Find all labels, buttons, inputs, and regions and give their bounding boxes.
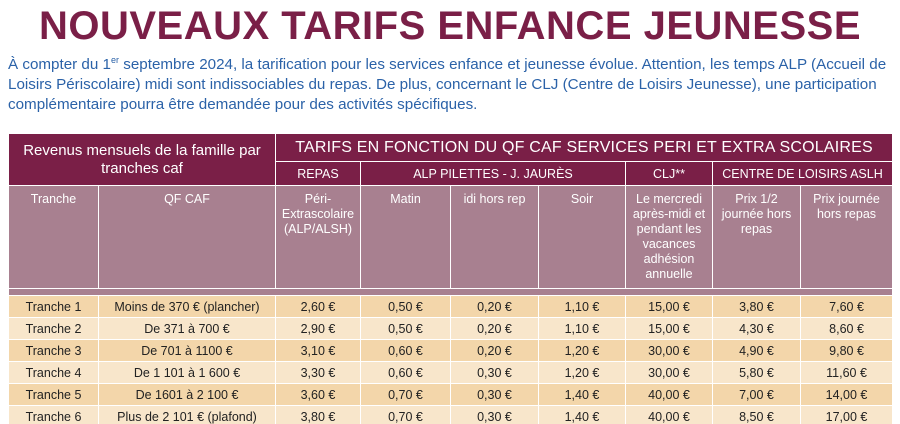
cell-qf-caf: De 371 à 700 € <box>98 317 276 340</box>
cell-soir: 1,20 € <box>538 339 626 362</box>
cell-tranche: Tranche 5 <box>8 383 99 406</box>
cell-tranche: Tranche 2 <box>8 317 99 340</box>
cell-qf-caf: De 1 101 à 1 600 € <box>98 361 276 384</box>
cell-clj: 30,00 € <box>625 339 713 362</box>
cell-tranche: Tranche 3 <box>8 339 99 362</box>
cell-qf-caf: Plus de 2 101 € (plafond) <box>98 405 276 424</box>
column-peri-extrascolaire: Péri- Extrascolaire (ALP/ALSH) <box>275 185 361 289</box>
table-row: Tranche 1 Moins de 370 € (plancher) 2,60 €… <box>8 295 894 318</box>
column-demi-journee: Prix 1/2 journée hors repas <box>712 185 801 289</box>
cell-peri-extrascolaire: 3,60 € <box>275 383 361 406</box>
cell-peri-extrascolaire: 3,10 € <box>275 339 361 362</box>
cell-midi: 0,30 € <box>450 383 539 406</box>
column-midi: idi hors rep <box>450 185 539 289</box>
cell-clj: 15,00 € <box>625 295 713 318</box>
intro-superscript: er <box>111 54 120 65</box>
cell-clj: 30,00 € <box>625 361 713 384</box>
cell-soir: 1,40 € <box>538 383 626 406</box>
cell-journee: 14,00 € <box>799 383 894 406</box>
column-qf-caf: QF CAF <box>98 185 276 289</box>
cell-soir: 1,40 € <box>538 405 626 424</box>
table-row: Tranche 4 De 1 101 à 1 600 €3,30 €0,60 €0… <box>8 361 894 384</box>
group-clj: CLJ** <box>625 161 713 186</box>
cell-journee: 11,60 € <box>799 361 894 384</box>
cell-clj: 15,00 € <box>625 317 713 340</box>
cell-midi: 0,20 € <box>450 339 539 362</box>
cell-demi-journee: 7,00 € <box>712 383 801 406</box>
cell-matin: 0,50 € <box>360 295 451 318</box>
group-alp: ALP PILETTES - J. JAURÈS <box>360 161 626 186</box>
cell-peri-extrascolaire: 3,30 € <box>275 361 361 384</box>
cell-journee: 17,00 € <box>799 405 894 424</box>
tarifs-table: Revenus mensuels de la famille par tranc… <box>7 133 894 424</box>
table-row: Tranche 6 Plus de 2 101 € (plafond) 3,80 €… <box>8 405 894 424</box>
cell-midi: 0,20 € <box>450 295 539 318</box>
table-row: Tranche 2 De 371 à 700 €2,90 €0,50 €0,20 … <box>8 317 894 340</box>
cell-midi: 0,30 € <box>450 361 539 384</box>
cell-demi-journee: 4,90 € <box>712 339 801 362</box>
table-row: Tranche 3 De 701 à 1100 €3,10 €0,60 €0,20… <box>8 339 894 362</box>
cell-midi: 0,20 € <box>450 317 539 340</box>
cell-demi-journee: 3,80 € <box>712 295 801 318</box>
cell-journee: 9,80 € <box>799 339 894 362</box>
cell-matin: 0,60 € <box>360 339 451 362</box>
group-centre: CENTRE DE LOISIRS ASLH <box>711 161 894 186</box>
column-tranche: Tranche <box>8 185 99 289</box>
column-soir: Soir <box>538 185 626 289</box>
cell-qf-caf: Moins de 370 € (plancher) <box>98 295 276 318</box>
cell-midi: 0,30 € <box>450 405 539 424</box>
cell-clj: 40,00 € <box>625 405 713 424</box>
revenue-header: Revenus mensuels de la famille par tranc… <box>8 133 276 186</box>
table-body: Tranche 1 Moins de 370 € (plancher) 2,60 €… <box>8 295 894 424</box>
cell-matin: 0,50 € <box>360 317 451 340</box>
cell-journee: 8,60 € <box>799 317 894 340</box>
cell-clj: 40,00 € <box>625 383 713 406</box>
intro-text-start: À compter du 1 <box>8 56 111 73</box>
cell-peri-extrascolaire: 2,90 € <box>275 317 361 340</box>
cell-peri-extrascolaire: 2,60 € <box>275 295 361 318</box>
cell-demi-journee: 8,50 € <box>712 405 801 424</box>
cell-soir: 1,20 € <box>538 361 626 384</box>
tarifs-header: TARIFS EN FONCTION DU QF CAF SERVICES PE… <box>274 133 894 162</box>
cell-journee: 7,60 € <box>799 295 894 318</box>
cell-matin: 0,60 € <box>360 361 451 384</box>
group-repas: REPAS <box>275 161 361 186</box>
cell-tranche: Tranche 4 <box>8 361 99 384</box>
cell-matin: 0,70 € <box>360 383 451 406</box>
cell-tranche: Tranche 6 <box>8 405 99 424</box>
cell-soir: 1,10 € <box>538 317 626 340</box>
cell-qf-caf: De 701 à 1100 € <box>98 339 276 362</box>
column-journee: Prix journée hors repas <box>799 185 894 289</box>
page-title: NOUVEAUX TARIFS ENFANCE JEUNESSE <box>38 4 862 48</box>
column-matin: Matin <box>360 185 451 289</box>
cell-matin: 0,70 € <box>360 405 451 424</box>
cell-qf-caf: De 1601 à 2 100 € <box>98 383 276 406</box>
cell-demi-journee: 5,80 € <box>712 361 801 384</box>
cell-demi-journee: 4,30 € <box>712 317 801 340</box>
column-clj: Le mercredi après-midi et pendant les va… <box>625 185 713 289</box>
cell-peri-extrascolaire: 3,80 € <box>275 405 361 424</box>
cell-soir: 1,10 € <box>538 295 626 318</box>
cell-tranche: Tranche 1 <box>8 295 99 318</box>
table-row: Tranche 5 De 1601 à 2 100 €3,60 €0,70 €0,… <box>8 383 894 406</box>
intro-paragraph: À compter du 1er septembre 2024, la tari… <box>8 55 892 115</box>
intro-text-rest: septembre 2024, la tarification pour les… <box>8 56 887 113</box>
header-spacer <box>7 288 894 296</box>
